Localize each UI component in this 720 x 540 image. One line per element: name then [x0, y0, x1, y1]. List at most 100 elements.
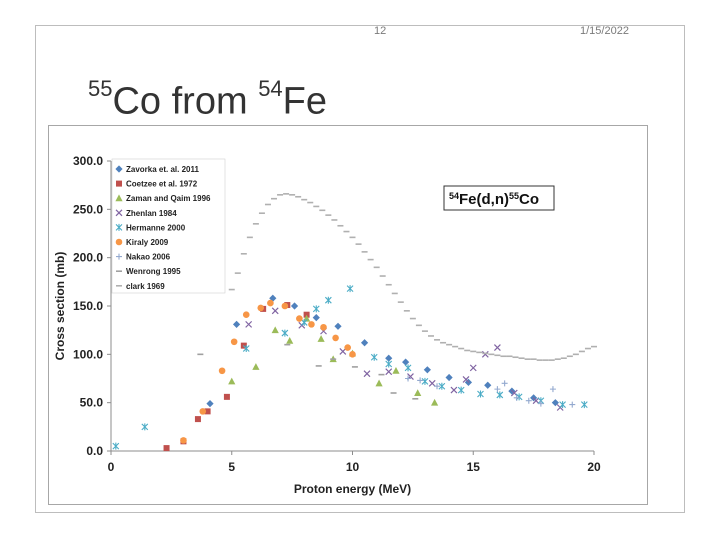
legend-marker: [115, 238, 123, 246]
legend-marker: [116, 180, 122, 187]
data-point: [375, 379, 383, 387]
data-point: [421, 377, 429, 385]
data-point: [269, 294, 277, 302]
y-tick-label: 200.0: [73, 251, 103, 265]
legend-label: Zaman and Qaim 1996: [126, 194, 211, 203]
data-point: [218, 367, 226, 375]
data-point: [551, 399, 559, 407]
annotation-base-text: Fe(d,n): [459, 191, 509, 208]
cross-section-chart: 0.0 50.0 100.0 150.0 200.0 250.0 300.0 0 5 10 15 20…: [53, 154, 601, 496]
series-group-0: [206, 294, 559, 408]
y-tick-label: 300.0: [73, 154, 103, 168]
data-point: [385, 360, 393, 368]
slide-title: 55Co from 54Fe: [88, 76, 328, 124]
data-point: [438, 382, 446, 390]
legend-marker: [115, 194, 123, 202]
data-point: [405, 375, 412, 382]
data-point: [228, 377, 236, 385]
y-tick-label: 100.0: [73, 347, 103, 361]
page-number: 12: [374, 25, 387, 37]
chart-legend: Zavorka et. al. 2011 Coetzee et al. 1972 Z…: [111, 158, 226, 294]
data-point: [385, 368, 393, 376]
series-group-5: [180, 299, 356, 444]
y-axis-label: Cross section (mb): [53, 252, 67, 361]
data-point: [320, 323, 327, 331]
x-tick-label: 10: [346, 460, 360, 474]
data-point: [230, 338, 238, 346]
annotation-base-text: Co: [519, 191, 539, 208]
data-point: [206, 400, 214, 408]
data-point: [271, 326, 279, 334]
legend-marker: [115, 165, 123, 173]
data-point: [296, 315, 303, 322]
data-point: [457, 386, 465, 394]
data-point: [324, 296, 332, 304]
slide-frame: [35, 25, 685, 513]
data-point: [300, 318, 308, 326]
data-point: [242, 311, 250, 318]
data-point: [334, 322, 342, 330]
data-point: [346, 285, 354, 293]
data-point: [445, 373, 453, 382]
x-tick-label: 0: [108, 460, 115, 474]
data-point: [477, 390, 484, 398]
series-group-3: [245, 307, 564, 411]
reaction-annotation: 54Fe(d,n)55Co: [443, 185, 555, 211]
legend-label: Zhenlan 1984: [126, 209, 177, 218]
data-point: [112, 442, 120, 450]
y-tick-label: 150.0: [73, 299, 103, 313]
data-point: [271, 307, 279, 315]
data-point: [312, 305, 320, 313]
data-point: [199, 408, 207, 415]
data-point: [317, 335, 325, 342]
data-point: [392, 366, 400, 374]
data-point: [569, 401, 576, 408]
data-point: [194, 416, 201, 423]
data-point: [494, 386, 501, 393]
legend-label: Hermanne 2000: [126, 223, 186, 232]
data-point: [496, 391, 504, 399]
chart-container: 0.0 50.0 100.0 150.0 200.0 250.0 300.0 0 5 10 15 20…: [48, 125, 648, 505]
data-point: [349, 351, 356, 358]
data-point: [469, 364, 477, 372]
data-point: [252, 363, 260, 370]
data-point: [267, 299, 274, 307]
data-point: [428, 379, 436, 387]
data-point: [414, 389, 422, 396]
data-point: [559, 401, 566, 409]
y-tick-label: 50.0: [80, 396, 104, 410]
series-group-6: [405, 375, 576, 408]
legend-label: Zavorka et. al. 2011: [126, 165, 199, 174]
x-tick-label: 15: [467, 460, 481, 474]
data-point: [141, 423, 149, 431]
data-point: [501, 380, 508, 387]
legend-label: Wenrong 1995: [126, 267, 181, 276]
data-point: [404, 364, 412, 372]
data-point: [417, 377, 424, 384]
data-point: [493, 344, 501, 351]
legend-box: [111, 158, 226, 294]
data-point: [312, 314, 320, 322]
data-point: [286, 337, 294, 344]
data-point: [363, 370, 371, 378]
data-point: [481, 350, 489, 358]
title-text-2: Fe: [282, 80, 328, 123]
data-point: [450, 386, 458, 394]
annotation-mass-number: 55: [509, 191, 519, 201]
data-point: [281, 329, 289, 337]
series-group-4: [112, 285, 588, 450]
data-point: [580, 401, 588, 409]
legend-marker: [115, 209, 123, 217]
title-mass-number-1: 55: [88, 76, 113, 101]
data-point: [339, 348, 347, 355]
data-point: [360, 339, 369, 347]
legend-marker: [115, 223, 123, 231]
series-group-7: [197, 343, 419, 400]
x-tick-label: 20: [587, 460, 601, 474]
data-point: [332, 334, 339, 342]
data-point: [344, 344, 351, 351]
data-point: [180, 437, 187, 444]
data-point: [525, 397, 532, 404]
y-tick-label: 0.0: [86, 444, 103, 458]
series-group-8: [228, 193, 597, 361]
